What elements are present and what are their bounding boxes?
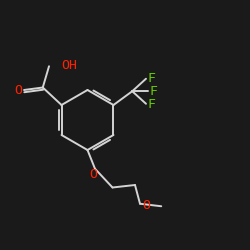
Text: O: O	[14, 84, 22, 96]
Text: F: F	[148, 98, 156, 111]
Text: F: F	[150, 85, 158, 98]
Text: O: O	[142, 199, 150, 212]
Text: F: F	[148, 72, 156, 85]
Text: OH: OH	[61, 58, 77, 71]
Text: O: O	[90, 168, 98, 181]
